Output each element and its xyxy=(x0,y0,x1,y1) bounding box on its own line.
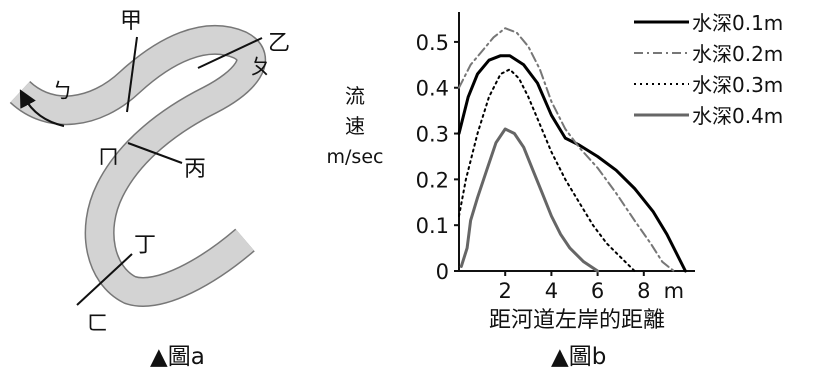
legend-label-4: 水深0.4m xyxy=(692,104,783,128)
figure-b-caption: ▲圖b xyxy=(551,344,606,370)
x-tick-label: m xyxy=(664,279,684,303)
section-label-bing: 丙 xyxy=(184,157,206,182)
bank-label-b: ㄅ xyxy=(52,79,73,103)
section-line-yi xyxy=(197,37,263,69)
series-lines xyxy=(457,27,687,273)
x-axis-label: 距河道左岸的距離 xyxy=(489,308,665,333)
y-axis-label-line-1: 流 xyxy=(345,84,365,108)
y-axis-ticks: 0 0.1 0.2 0.3 0.4 0.5 xyxy=(416,31,459,284)
legend-label-2: 水深0.2m xyxy=(692,42,783,66)
series-line-2 xyxy=(458,27,675,272)
x-tick-label: 2 xyxy=(499,279,512,303)
y-tick-label: 0.2 xyxy=(416,168,449,192)
legend-label-3: 水深0.3m xyxy=(692,73,783,97)
x-tick-label: 6 xyxy=(591,279,604,303)
series-line-3 xyxy=(458,68,636,272)
y-axis-label-line-2: 速 xyxy=(345,114,365,138)
y-axis-label-line-3: m/sec xyxy=(327,146,384,168)
y-tick-label: 0.5 xyxy=(416,31,449,55)
section-label-jia: 甲 xyxy=(120,9,142,34)
x-tick-label: 4 xyxy=(545,279,558,303)
flow-direction-arrow-icon xyxy=(19,89,65,128)
y-tick-label: 0 xyxy=(436,260,449,284)
bank-label-f: ㄈ xyxy=(87,311,108,335)
y-tick-label: 0.3 xyxy=(416,123,449,147)
y-tick-label: 0.4 xyxy=(416,77,449,101)
series-line-1 xyxy=(457,54,687,273)
river-map: 甲 乙 丙 丁 ㄅ ㄆ ㄇ ㄈ xyxy=(9,9,290,335)
section-line-ding xyxy=(76,253,133,306)
legend-label-1: 水深0.1m xyxy=(692,11,783,35)
section-line-bing xyxy=(127,142,183,164)
bank-label-m: ㄇ xyxy=(98,145,119,169)
section-label-yi: 乙 xyxy=(268,31,290,56)
river-channel xyxy=(10,26,265,306)
figure-a-caption: ▲圖a xyxy=(150,344,205,370)
legend: 水深0.1m 水深0.2m 水深0.3m 水深0.4m xyxy=(634,11,783,128)
x-tick-label: 8 xyxy=(637,279,650,303)
y-tick-label: 0.1 xyxy=(416,214,449,238)
section-line-jia xyxy=(126,36,138,113)
series-line-4 xyxy=(459,127,600,273)
section-label-ding: 丁 xyxy=(134,233,156,258)
bank-label-p: ㄆ xyxy=(250,55,271,79)
